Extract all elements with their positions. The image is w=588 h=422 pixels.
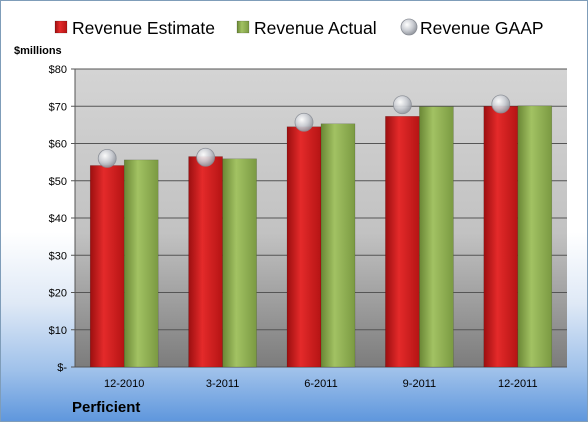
legend: Revenue Estimate Revenue Actual Revenue GA… — [54, 18, 544, 38]
actual-bar — [517, 105, 553, 368]
x-axis-ticks: 12-2010 3-2011 6-2011 9-2011 12-2011 — [104, 378, 538, 390]
legend-label: Revenue Estimate — [72, 18, 215, 38]
legend-swatch — [54, 20, 68, 34]
y-tick-label: $60 — [49, 139, 67, 151]
gaap-markers — [97, 94, 511, 168]
y-tick-label: $50 — [49, 176, 67, 188]
y-tick-label: $10 — [49, 325, 67, 337]
y-tick-label: $- — [57, 362, 67, 374]
y-tick-label: $70 — [49, 101, 67, 113]
y-tick-label: $80 — [49, 64, 67, 76]
actual-bar — [222, 158, 257, 368]
y-axis-ticks: $- $10 $20 $30 $40 $50 $60 $70 $80 — [49, 64, 68, 374]
y-tick-label: $30 — [49, 250, 67, 262]
estimate-bar — [483, 106, 519, 368]
x-tick-label: 9-2011 — [403, 378, 436, 390]
legend-swatch — [236, 20, 250, 34]
estimate-bar — [286, 126, 322, 368]
estimate-bar — [89, 165, 125, 368]
legend-label: Revenue GAAP — [420, 18, 544, 38]
estimate-bar — [188, 156, 223, 368]
x-tick-label: 12-2010 — [104, 378, 144, 390]
actual-bar — [123, 159, 159, 368]
actual-bar — [419, 106, 454, 368]
bars — [89, 105, 553, 368]
estimate-bar — [385, 116, 420, 368]
y-axis-unit-label: $millions — [14, 45, 62, 57]
gaap-marker — [196, 147, 216, 167]
y-tick-label: $40 — [49, 213, 67, 225]
gaap-marker — [491, 94, 511, 114]
gaap-marker — [294, 112, 314, 132]
x-tick-label: 3-2011 — [206, 378, 239, 390]
x-tick-label: 12-2011 — [498, 378, 538, 390]
company-label: Perficient — [72, 399, 140, 416]
actual-bar — [320, 123, 356, 368]
x-tick-label: 6-2011 — [304, 378, 337, 390]
legend-swatch — [400, 18, 418, 36]
legend-label: Revenue Actual — [254, 18, 377, 38]
y-tick-label: $20 — [49, 288, 67, 300]
gaap-marker — [97, 148, 117, 168]
gaap-marker — [392, 95, 412, 115]
